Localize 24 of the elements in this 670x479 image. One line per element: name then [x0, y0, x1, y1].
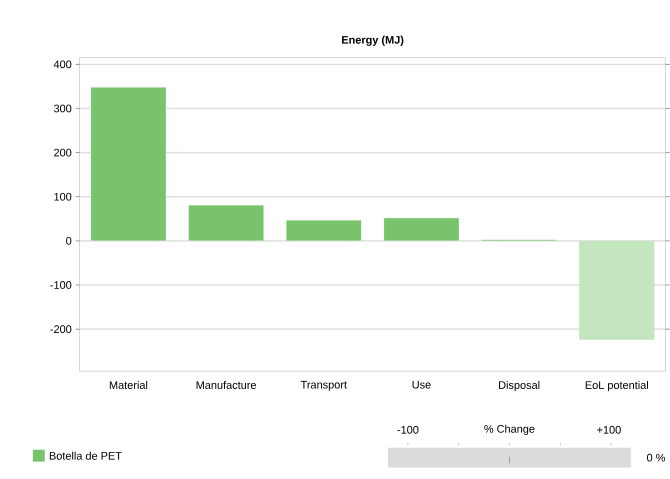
y-tick-label: 200: [54, 148, 72, 157]
bar: [90, 87, 166, 242]
legend-label: Botella de PET: [50, 452, 122, 460]
x-tick-label: Material: [110, 381, 148, 390]
chart-title: Energy (MJ): [342, 36, 404, 46]
x-tick-label: Transport: [300, 381, 347, 391]
bar: [384, 218, 460, 242]
x-tick-label: Disposal: [499, 381, 540, 392]
text: 0 %: [647, 454, 666, 462]
y-tick-label: 0: [66, 237, 72, 245]
y-tick-label: 100: [54, 193, 72, 201]
x-tick-label: Use: [412, 381, 431, 389]
x-tick-label: Manufacture: [196, 381, 256, 390]
y-tick-label: -100: [50, 281, 72, 290]
y-tick-label: 400: [54, 60, 72, 68]
bar: [579, 241, 654, 340]
text: -100: [397, 426, 418, 434]
y-tick-label: -200: [50, 326, 72, 334]
y-tick-label: 300: [54, 104, 72, 113]
x-tick-label: EoL potential: [586, 381, 648, 392]
text: % Change: [484, 424, 534, 436]
text: +100: [597, 426, 621, 434]
bar: [286, 220, 362, 242]
bar: [188, 205, 264, 242]
